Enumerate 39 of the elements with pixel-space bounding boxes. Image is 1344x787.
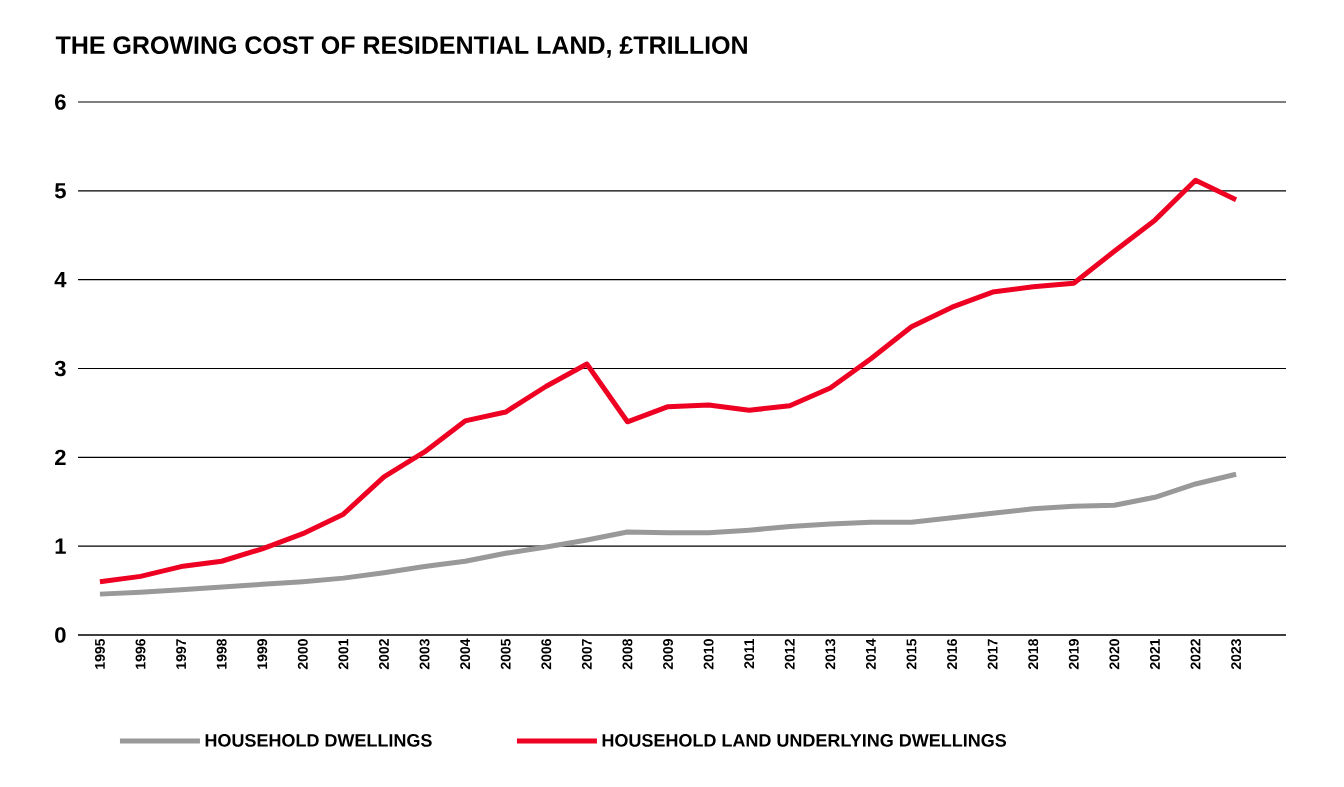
y-tick-label: 6 <box>55 94 66 110</box>
y-tick-label: 3 <box>54 360 66 377</box>
x-tick-label: 2021 <box>1149 638 1160 670</box>
x-tick-label: 2019 <box>1068 639 1079 670</box>
y-tick-label: 0 <box>55 627 66 643</box>
x-tick-label: 2011 <box>744 638 755 669</box>
x-tick-label: 1997 <box>176 639 187 669</box>
x-tick-label: 2012 <box>784 639 795 670</box>
x-tick-label: 2017 <box>987 639 998 670</box>
x-tick-label: 1999 <box>257 639 268 669</box>
x-tick-label: 2008 <box>622 638 633 670</box>
x-tick-label: 2015 <box>906 638 917 670</box>
x-tick-label: 2018 <box>1028 638 1039 670</box>
x-tick-label: 2014 <box>865 638 876 670</box>
chart-title: THE GROWING COST OF RESIDENTIAL LAND, £TRILLION <box>55 36 747 58</box>
y-tick-label: 2 <box>55 449 66 465</box>
x-tick-label: 2001 <box>338 638 349 670</box>
legend-label: HOUSEHOLD LAND UNDERLYING DWELLINGS <box>602 734 1007 747</box>
x-tick-label: 1995 <box>94 638 105 669</box>
x-tick-label: 2004 <box>460 638 471 670</box>
x-tick-label: 2023 <box>1231 639 1242 670</box>
x-tick-label: 2005 <box>500 638 511 670</box>
y-tick-label: 4 <box>54 272 67 288</box>
x-tick-label: 2007 <box>581 639 592 670</box>
x-tick-label: 1998 <box>216 638 227 669</box>
x-tick-label: 2013 <box>825 639 836 670</box>
x-tick-label: 2016 <box>947 639 958 670</box>
x-tick-label: 2020 <box>1109 639 1120 670</box>
x-tick-label: 2003 <box>419 639 430 670</box>
x-tick-label: 1996 <box>135 639 146 669</box>
x-tick-label: 2010 <box>703 639 714 670</box>
legend-label: HOUSEHOLD DWELLINGS <box>205 734 432 747</box>
x-tick-label: 2002 <box>379 639 389 670</box>
y-tick-label: 1 <box>55 538 66 554</box>
y-tick-label: 5 <box>54 183 66 199</box>
x-tick-label: 2000 <box>297 639 308 670</box>
x-tick-label: 2022 <box>1190 639 1201 670</box>
x-tick-label: 2009 <box>663 639 673 670</box>
x-tick-label: 2006 <box>541 639 552 670</box>
